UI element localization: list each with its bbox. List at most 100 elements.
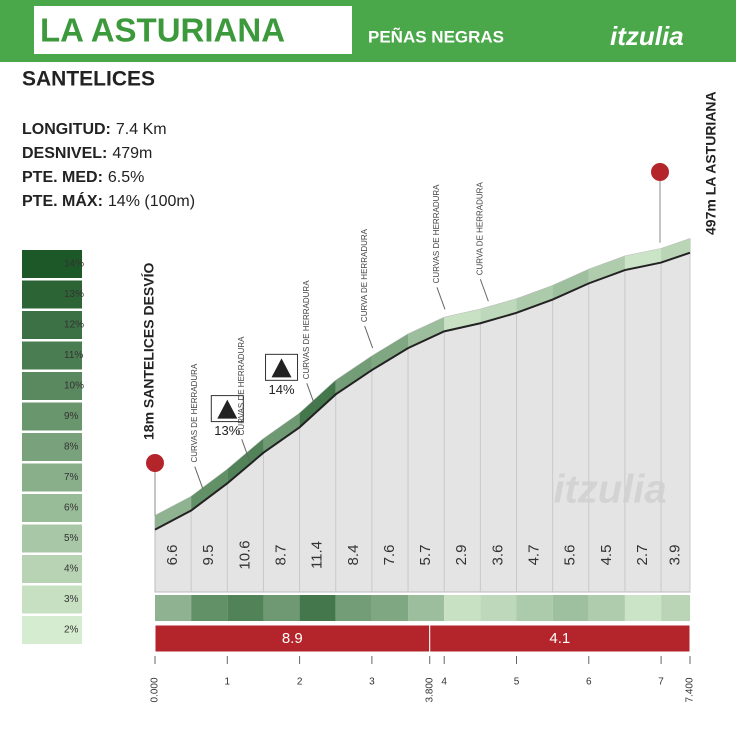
annotation-leader — [194, 466, 204, 489]
profile-band — [444, 309, 481, 332]
section-label: 8.9 — [282, 630, 303, 647]
stat-label: DESNIVEL: — [22, 145, 107, 162]
peak-label: 13% — [214, 423, 240, 438]
annotation: CURVA DE HERRADURA — [360, 228, 369, 322]
watermark: itzulia — [553, 468, 666, 512]
profile-band — [552, 269, 589, 300]
end-pin — [651, 163, 669, 181]
gradient-strip — [263, 595, 300, 621]
annotation: CURVA DE HERRADURA — [475, 182, 484, 276]
start-town: SANTELICES — [22, 68, 155, 91]
annotation-leader — [436, 287, 446, 310]
legend-swatch — [22, 555, 82, 583]
gradient-strip — [155, 595, 192, 621]
gradient-strip — [299, 595, 336, 621]
profile-band — [263, 413, 300, 453]
legend-swatch — [22, 372, 82, 400]
profile-band — [335, 356, 372, 395]
gradient-label: 6.6 — [164, 545, 181, 566]
legend-label: 12% — [64, 320, 84, 331]
legend-swatch — [22, 585, 82, 614]
gradient-strip — [588, 595, 625, 621]
annotation-leader — [241, 439, 251, 462]
profile-band — [371, 334, 409, 371]
gradient-strip — [408, 595, 445, 621]
annotation: CURVAS DE HERRADURA — [302, 280, 311, 379]
legend-swatch — [22, 433, 82, 461]
x-tick-label: 0.000 — [150, 677, 161, 702]
annotation-leader — [479, 279, 489, 302]
legend-label: 3% — [64, 594, 79, 605]
gradient-strip — [661, 595, 690, 621]
profile-line — [154, 251, 691, 531]
gradient-label: 5.7 — [417, 545, 434, 566]
legend-label: 10% — [64, 381, 84, 392]
start-pin — [146, 454, 164, 472]
legend-swatch — [22, 616, 82, 644]
legend-label: 14% — [64, 259, 84, 270]
stat-label: PTE. MED: — [22, 169, 103, 186]
section-bar — [154, 624, 431, 653]
gradient-label: 8.7 — [272, 545, 289, 566]
gradient-label: 11.4 — [309, 541, 326, 569]
stat-value: 7.4 Km — [116, 121, 167, 138]
legend-swatch — [22, 250, 82, 278]
stat: DESNIVEL: 479m — [22, 145, 152, 162]
profile-band — [588, 256, 625, 284]
gradient-strip — [516, 595, 553, 621]
gradient-strip — [480, 595, 517, 621]
gradient-strip — [444, 595, 481, 621]
profile-band — [299, 380, 336, 428]
gradient-label: 5.6 — [562, 545, 579, 566]
profile-band — [155, 496, 192, 530]
gradient-label: 3.9 — [667, 545, 684, 566]
gradient-label: 2.7 — [634, 545, 651, 566]
legend-label: 11% — [64, 350, 83, 361]
legend-swatch — [22, 280, 82, 309]
legend-label: 6% — [64, 503, 79, 514]
legend-swatch — [22, 463, 82, 492]
logo: itzulia — [610, 21, 684, 51]
peak-icon — [271, 358, 292, 378]
gradient-strip — [552, 595, 589, 621]
legend-label: 9% — [64, 411, 79, 422]
peak-label: 14% — [269, 382, 295, 397]
title: LA ASTURIANA — [40, 12, 285, 49]
legend-label: 8% — [64, 442, 79, 453]
stat-label: PTE. MÁX: — [22, 191, 103, 210]
stat: PTE. MED: 6.5% — [22, 169, 144, 186]
annotation-leader — [306, 383, 316, 406]
legend-swatch — [22, 402, 82, 431]
section-label: 4.1 — [549, 630, 570, 647]
annotation: CURVAS DE HERRADURA — [190, 363, 199, 462]
gradient-strip — [371, 595, 409, 621]
annotation-leader — [364, 325, 374, 349]
legend-swatch — [22, 341, 82, 370]
legend-swatch — [22, 494, 82, 522]
annotation: CURVAS DE HERRADURA — [237, 336, 246, 435]
x-tick-label: 4 — [441, 677, 447, 688]
end-label: 497m LA ASTURIANA — [703, 91, 719, 235]
gradient-label: 4.5 — [598, 545, 615, 566]
gradient-strip — [624, 595, 662, 621]
peak-icon — [217, 399, 238, 419]
profile-band — [624, 248, 662, 271]
gradient-strip — [227, 595, 264, 621]
profile-band — [516, 285, 553, 313]
legend-label: 13% — [64, 289, 84, 300]
x-tick-label: 5 — [514, 677, 520, 688]
stat-value: 6.5% — [108, 169, 144, 186]
stat-value: 14% (100m) — [108, 193, 195, 210]
legend-swatch — [22, 524, 82, 553]
profile-band — [661, 238, 690, 263]
x-tick-label: 3 — [369, 677, 375, 688]
annotation: CURVAS DE HERRADURA — [432, 184, 441, 283]
x-tick-label: 7 — [658, 677, 664, 688]
stat: LONGITUD: 7.4 Km — [22, 121, 167, 138]
stat-label: LONGITUD: — [22, 121, 111, 138]
x-tick-label: 3.800 — [424, 677, 435, 702]
gradient-label: 9.5 — [200, 545, 217, 566]
gradient-label: 2.9 — [453, 545, 470, 566]
legend-label: 4% — [64, 564, 79, 575]
